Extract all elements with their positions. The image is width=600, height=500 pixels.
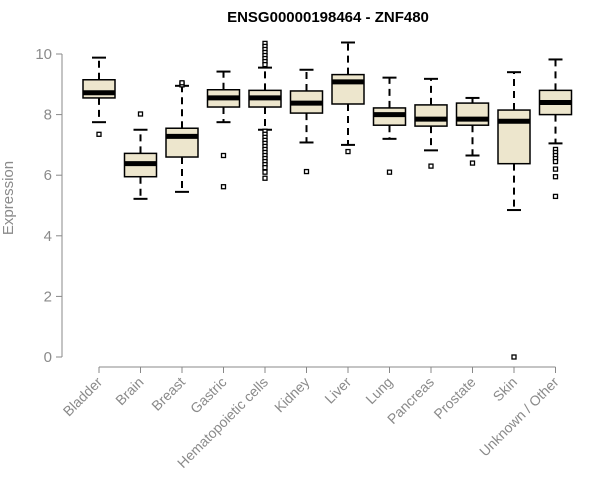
x-tick-label: Liver [321, 374, 354, 407]
y-tick-label: 2 [44, 288, 52, 305]
y-tick-label: 4 [44, 228, 52, 245]
outlier-point [220, 152, 227, 159]
outlier-point [137, 111, 144, 117]
box-liver [331, 41, 365, 155]
outlier-point [428, 163, 434, 169]
outlier-point [345, 148, 351, 155]
x-tick-label: Brain [112, 374, 146, 408]
outlier-point [262, 61, 268, 68]
x-tick-label: Lung [362, 374, 395, 407]
box-lung [372, 76, 407, 175]
box-breast [165, 80, 199, 193]
iqr-box [455, 102, 490, 126]
box-hematopoietic-cells [248, 40, 282, 181]
iqr-box [165, 127, 199, 158]
box-pancreas [414, 77, 448, 169]
y-tick-label: 6 [44, 167, 52, 184]
box-unknown-other [538, 58, 573, 200]
x-tick-label: Bladder [60, 374, 106, 420]
outlier-point [262, 169, 268, 175]
box-skin [497, 71, 531, 360]
iqr-box [331, 73, 365, 105]
outlier-point [552, 174, 559, 180]
outlier-point [552, 158, 559, 165]
box-brain [123, 111, 158, 200]
outlier-point [469, 160, 476, 166]
outlier-point [262, 164, 268, 171]
outlier-point [552, 166, 559, 172]
y-tick-label: 8 [44, 107, 52, 124]
y-tick-label: 0 [44, 349, 52, 366]
y-axis-label: Expression [0, 161, 17, 235]
outlier-point [220, 184, 227, 190]
outlier-point [179, 80, 185, 86]
box-prostate [455, 96, 490, 166]
y-axis: 0 2 4 6 8 10 [35, 46, 63, 366]
x-tick-label: Prostate [430, 374, 478, 422]
box-kidney [289, 68, 324, 175]
box-gastric [206, 70, 241, 190]
x-tick-label: Skin [490, 374, 521, 405]
y-tick-label: 10 [35, 46, 52, 63]
outlier-point [303, 168, 310, 175]
outlier-point [96, 131, 102, 137]
outlier-point [511, 354, 517, 360]
x-tick-label: Kidney [271, 374, 313, 416]
outlier-point [552, 193, 559, 200]
outlier-point [262, 175, 268, 181]
iqr-box [414, 104, 448, 127]
x-tick-label: Breast [148, 374, 188, 414]
box-series [82, 40, 573, 360]
outlier-point [386, 169, 393, 175]
chart-title: ENSG00000198464 - ZNF480 [227, 9, 429, 26]
box-bladder [82, 56, 116, 137]
iqr-box [497, 109, 531, 165]
x-tick-label: Unknown / Other [476, 374, 562, 460]
